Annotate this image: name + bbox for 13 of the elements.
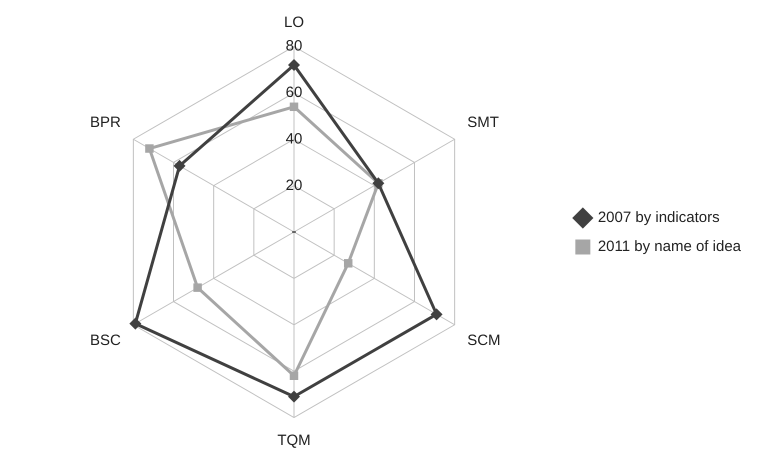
legend-label: 2011 by name of idea <box>598 238 742 256</box>
legend-label: 2007 by indicators <box>598 209 720 226</box>
spoke-label: LO <box>284 14 304 32</box>
y-tick-label: 80 <box>286 38 302 55</box>
y-tick-label: 20 <box>286 176 302 194</box>
spoke-label: SMT <box>467 114 499 132</box>
y-tick-label: - <box>292 223 296 240</box>
spoke-label: SCM <box>467 332 501 350</box>
y-tick-label: 40 <box>286 130 302 148</box>
y-tick-label: 60 <box>286 84 302 102</box>
spoke-label: BSC <box>90 332 121 350</box>
spoke-label: BPR <box>90 114 121 132</box>
spoke-label: TQM <box>277 432 311 450</box>
